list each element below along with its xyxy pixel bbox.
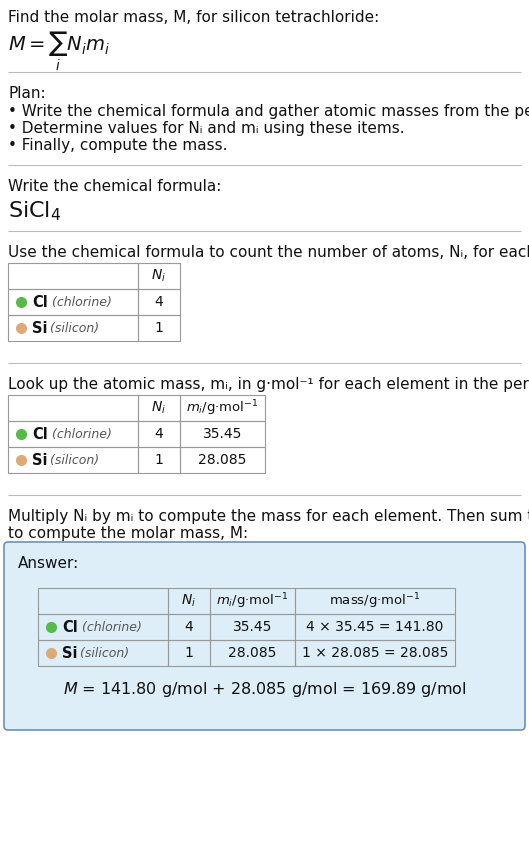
Text: 4: 4 bbox=[185, 620, 194, 634]
Bar bbox=[180, 421, 265, 447]
Bar bbox=[38, 640, 168, 666]
Bar bbox=[168, 640, 210, 666]
Bar bbox=[168, 588, 210, 614]
Text: $M = \sum_i N_i m_i$: $M = \sum_i N_i m_i$ bbox=[8, 30, 110, 73]
Bar bbox=[38, 614, 168, 640]
Text: (chlorine): (chlorine) bbox=[48, 295, 112, 308]
Text: • Write the chemical formula and gather atomic masses from the periodic table.: • Write the chemical formula and gather … bbox=[8, 104, 529, 119]
Text: SiCl$_4$: SiCl$_4$ bbox=[8, 199, 61, 223]
Text: mass/g·mol$^{-1}$: mass/g·mol$^{-1}$ bbox=[329, 591, 421, 611]
Text: (silicon): (silicon) bbox=[76, 646, 129, 659]
Bar bbox=[8, 263, 138, 289]
Text: Si: Si bbox=[62, 645, 78, 661]
Text: $N_i$: $N_i$ bbox=[181, 593, 196, 609]
Text: (silicon): (silicon) bbox=[46, 322, 99, 335]
Text: 35.45: 35.45 bbox=[203, 427, 242, 441]
Text: 28.085: 28.085 bbox=[229, 646, 277, 660]
Text: Multiply Nᵢ by mᵢ to compute the mass for each element. Then sum those values: Multiply Nᵢ by mᵢ to compute the mass fo… bbox=[8, 509, 529, 524]
Bar bbox=[8, 315, 138, 341]
Text: to compute the molar mass, M:: to compute the molar mass, M: bbox=[8, 526, 248, 541]
Bar bbox=[180, 395, 265, 421]
Bar bbox=[8, 447, 138, 473]
Bar bbox=[138, 421, 180, 447]
Text: • Determine values for Nᵢ and mᵢ using these items.: • Determine values for Nᵢ and mᵢ using t… bbox=[8, 121, 405, 136]
Text: 35.45: 35.45 bbox=[233, 620, 272, 634]
Text: (silicon): (silicon) bbox=[46, 454, 99, 467]
Bar bbox=[8, 421, 138, 447]
Text: Look up the atomic mass, mᵢ, in g·mol⁻¹ for each element in the periodic table:: Look up the atomic mass, mᵢ, in g·mol⁻¹ … bbox=[8, 377, 529, 392]
Text: 4 × 35.45 = 141.80: 4 × 35.45 = 141.80 bbox=[306, 620, 444, 634]
Bar bbox=[180, 447, 265, 473]
Text: Cl: Cl bbox=[32, 294, 48, 310]
Bar bbox=[8, 289, 138, 315]
Bar bbox=[168, 614, 210, 640]
Bar bbox=[210, 588, 295, 614]
Text: 28.085: 28.085 bbox=[198, 453, 247, 467]
Text: 1: 1 bbox=[154, 321, 163, 335]
Bar bbox=[8, 395, 138, 421]
Text: $N_i$: $N_i$ bbox=[151, 400, 167, 416]
FancyBboxPatch shape bbox=[4, 542, 525, 730]
Text: $m_i$/g·mol$^{-1}$: $m_i$/g·mol$^{-1}$ bbox=[216, 591, 289, 611]
Bar bbox=[295, 614, 455, 640]
Text: Si: Si bbox=[32, 453, 48, 467]
Text: Cl: Cl bbox=[32, 426, 48, 442]
Text: 1 × 28.085 = 28.085: 1 × 28.085 = 28.085 bbox=[302, 646, 448, 660]
Text: Answer:: Answer: bbox=[18, 556, 79, 571]
Text: Find the molar mass, M, for silicon tetrachloride:: Find the molar mass, M, for silicon tetr… bbox=[8, 10, 379, 25]
Bar bbox=[210, 640, 295, 666]
Text: (chlorine): (chlorine) bbox=[78, 621, 142, 633]
Text: Si: Si bbox=[32, 320, 48, 336]
Text: $M$ = 141.80 g/mol + 28.085 g/mol = 169.89 g/mol: $M$ = 141.80 g/mol + 28.085 g/mol = 169.… bbox=[62, 680, 467, 699]
Bar bbox=[138, 289, 180, 315]
Text: • Finally, compute the mass.: • Finally, compute the mass. bbox=[8, 138, 227, 153]
Bar bbox=[138, 315, 180, 341]
Text: $N_i$: $N_i$ bbox=[151, 268, 167, 284]
Text: Write the chemical formula:: Write the chemical formula: bbox=[8, 179, 221, 194]
Bar bbox=[138, 395, 180, 421]
Text: 1: 1 bbox=[154, 453, 163, 467]
Bar bbox=[210, 614, 295, 640]
Text: 1: 1 bbox=[185, 646, 194, 660]
Text: $m_i$/g·mol$^{-1}$: $m_i$/g·mol$^{-1}$ bbox=[186, 398, 259, 418]
Text: Cl: Cl bbox=[62, 620, 78, 634]
Text: 4: 4 bbox=[154, 427, 163, 441]
Text: 4: 4 bbox=[154, 295, 163, 309]
Bar bbox=[295, 588, 455, 614]
Text: (chlorine): (chlorine) bbox=[48, 427, 112, 441]
Text: Use the chemical formula to count the number of atoms, Nᵢ, for each element:: Use the chemical formula to count the nu… bbox=[8, 245, 529, 260]
Bar bbox=[138, 263, 180, 289]
Bar bbox=[138, 447, 180, 473]
Text: Plan:: Plan: bbox=[8, 86, 45, 101]
Bar bbox=[38, 588, 168, 614]
Bar bbox=[295, 640, 455, 666]
